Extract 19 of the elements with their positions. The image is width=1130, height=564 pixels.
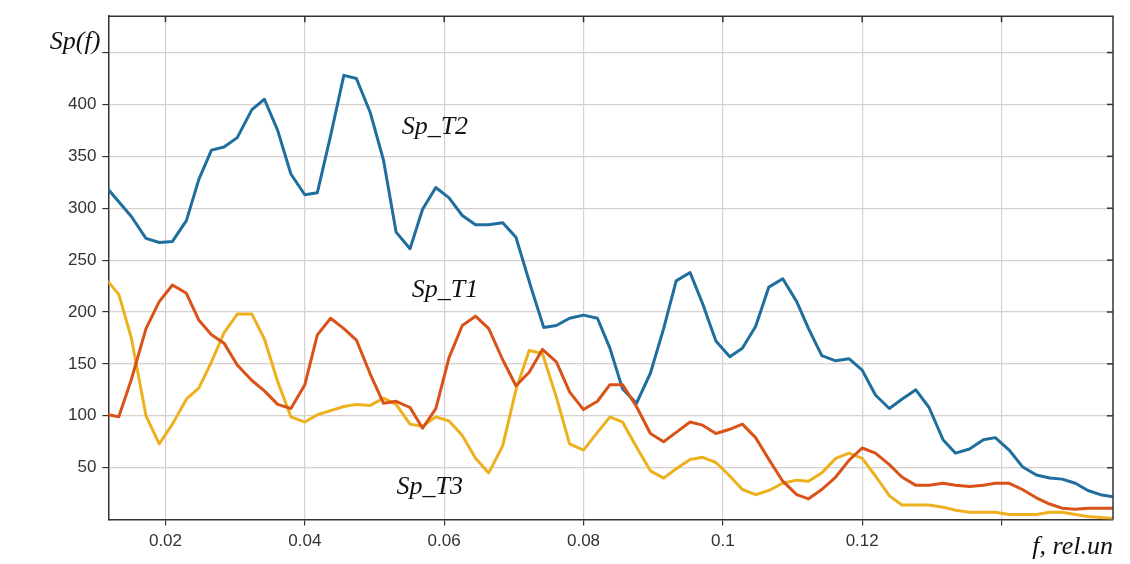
x-tick-label: 0.02 [148, 531, 183, 551]
x-tick-label: 0.08 [566, 531, 601, 551]
y-axis-title: Sp(f) [49, 26, 101, 56]
y-tick-label: 350 [67, 146, 97, 166]
y-tick-label: 150 [67, 353, 97, 373]
x-tick-label: 0.1 [711, 531, 735, 551]
x-tick-label: 0.12 [845, 531, 879, 551]
y-tick-label: 300 [67, 197, 97, 217]
y-tick-label: 250 [67, 249, 97, 269]
y-tick-label: 400 [67, 94, 97, 114]
y-tick-label: 100 [67, 405, 97, 425]
series-label: Sp_T2 [401, 110, 469, 140]
x-axis-title: f, rel.un [1032, 531, 1113, 561]
y-tick-label: 200 [67, 301, 97, 321]
x-tick-label: 0.06 [427, 531, 461, 551]
y-tick-label: 50 [77, 457, 97, 477]
x-tick-label: 0.04 [288, 531, 322, 551]
series-label: Sp_T3 [396, 470, 464, 500]
series-label: Sp_T1 [411, 274, 479, 304]
